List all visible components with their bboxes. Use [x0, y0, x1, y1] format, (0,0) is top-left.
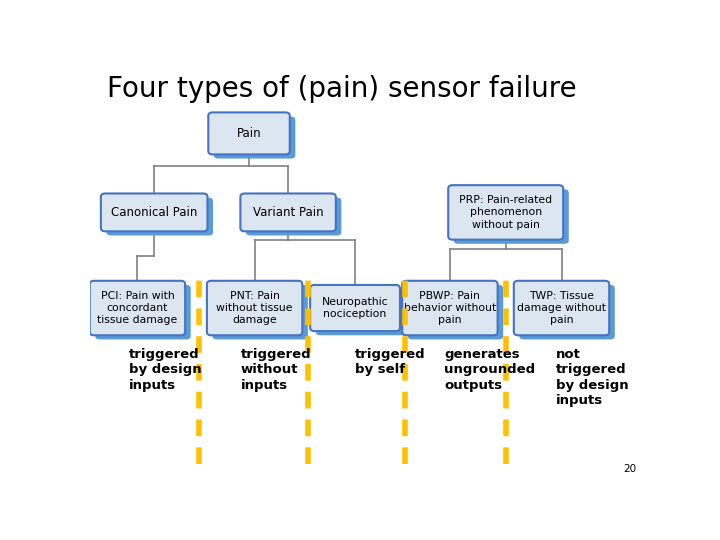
Text: Neuropathic
nociception: Neuropathic nociception [322, 297, 388, 319]
FancyBboxPatch shape [408, 285, 503, 340]
FancyBboxPatch shape [454, 190, 569, 244]
Text: generates
ungrounded
outputs: generates ungrounded outputs [444, 348, 536, 392]
Text: Four types of (pain) sensor failure: Four types of (pain) sensor failure [107, 75, 577, 103]
Text: Canonical Pain: Canonical Pain [111, 206, 197, 219]
Text: PCI: Pain with
concordant
tissue damage: PCI: Pain with concordant tissue damage [97, 291, 178, 326]
FancyBboxPatch shape [214, 117, 295, 159]
Text: Pain: Pain [237, 127, 261, 140]
FancyBboxPatch shape [519, 285, 615, 340]
FancyBboxPatch shape [514, 281, 609, 335]
Text: PBWP: Pain
behavior without
pain: PBWP: Pain behavior without pain [404, 291, 496, 326]
FancyBboxPatch shape [246, 198, 341, 235]
FancyBboxPatch shape [107, 198, 213, 235]
Text: PRP: Pain-related
phenomenon
without pain: PRP: Pain-related phenomenon without pai… [459, 195, 552, 230]
Text: Variant Pain: Variant Pain [253, 206, 323, 219]
Text: triggered
without
inputs: triggered without inputs [240, 348, 311, 392]
FancyBboxPatch shape [208, 112, 289, 154]
FancyBboxPatch shape [240, 193, 336, 231]
Text: triggered
by design
inputs: triggered by design inputs [129, 348, 202, 392]
Text: TWP: Tissue
damage without
pain: TWP: Tissue damage without pain [517, 291, 606, 326]
Text: PNT: Pain
without tissue
damage: PNT: Pain without tissue damage [216, 291, 293, 326]
FancyBboxPatch shape [101, 193, 207, 231]
FancyBboxPatch shape [449, 185, 563, 240]
FancyBboxPatch shape [310, 285, 400, 331]
Text: not
triggered
by design
inputs: not triggered by design inputs [556, 348, 629, 407]
FancyBboxPatch shape [207, 281, 302, 335]
Text: triggered
by self: triggered by self [355, 348, 426, 376]
FancyBboxPatch shape [402, 281, 498, 335]
FancyBboxPatch shape [90, 281, 185, 335]
FancyBboxPatch shape [315, 289, 405, 335]
FancyBboxPatch shape [212, 285, 308, 340]
Text: 20: 20 [624, 464, 637, 474]
FancyBboxPatch shape [95, 285, 191, 340]
